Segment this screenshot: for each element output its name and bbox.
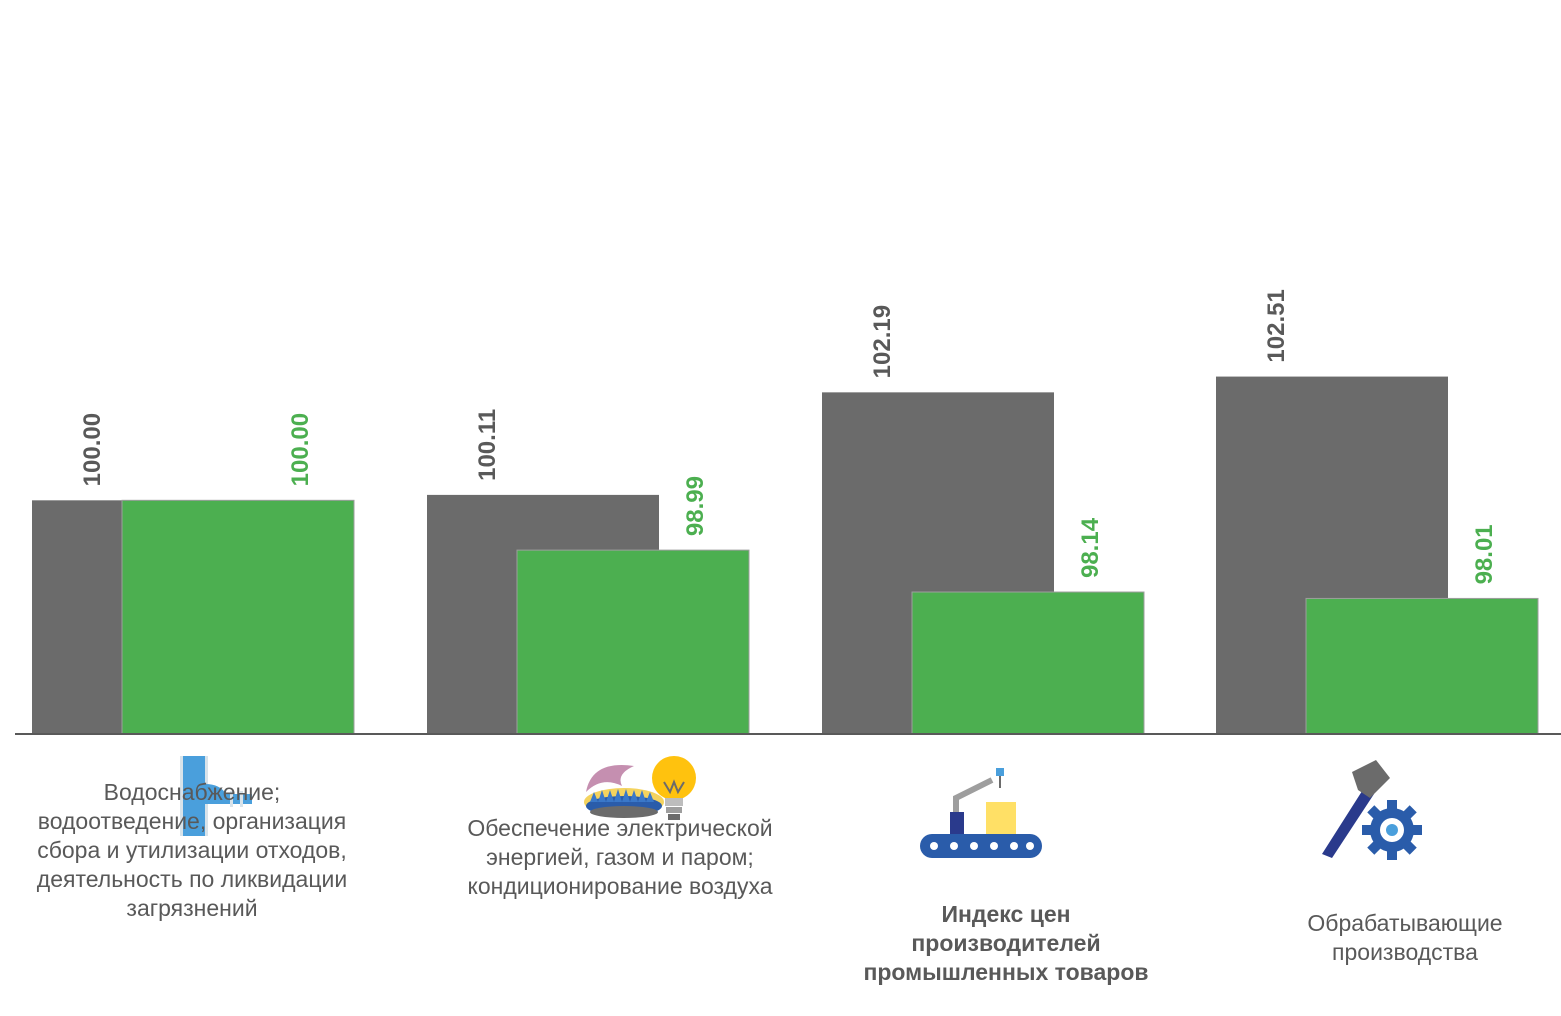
data-label-series2-electricity-gas: 98.99 — [682, 476, 709, 536]
category-label-electricity-gas: Обеспечение электрической энергией, газо… — [467, 815, 773, 899]
hammer-gear-icon — [1322, 760, 1422, 860]
bar-series2-manufacturing — [1305, 597, 1539, 735]
data-label-series2-producer-price-index: 98.14 — [1077, 517, 1104, 578]
data-label-series1-producer-price-index: 102.19 — [869, 305, 896, 378]
bar-series2-electricity-gas — [516, 549, 750, 735]
data-label-series2-water-supply: 100.00 — [287, 413, 314, 486]
data-label-series1-electricity-gas: 100.11 — [474, 409, 501, 481]
category-label-manufacturing: Обрабатывающие производства — [1307, 910, 1503, 965]
data-label-series1-water-supply: 100.00 — [79, 413, 106, 486]
data-label-series2-manufacturing: 98.01 — [1471, 524, 1498, 584]
bars-layer — [32, 376, 1539, 735]
gas-flame-lightbulb-icon — [584, 756, 696, 820]
pipe-icon — [180, 756, 252, 836]
data-label-series1-manufacturing: 102.51 — [1263, 289, 1290, 362]
category-label-producer-price-index: Индекс цен производителей промышленных т… — [863, 901, 1149, 985]
bar-series2-producer-price-index — [911, 591, 1145, 735]
data-labels-layer: 100.00 100.11 102.19 102.51 100.00 98.99 98.14… — [79, 289, 1498, 584]
category-label-water-supply: Водоснабжение; водоотведение, организаци… — [36, 779, 348, 921]
bar-series2-water-supply — [121, 499, 355, 735]
conveyor-robot-icon — [920, 768, 1042, 858]
